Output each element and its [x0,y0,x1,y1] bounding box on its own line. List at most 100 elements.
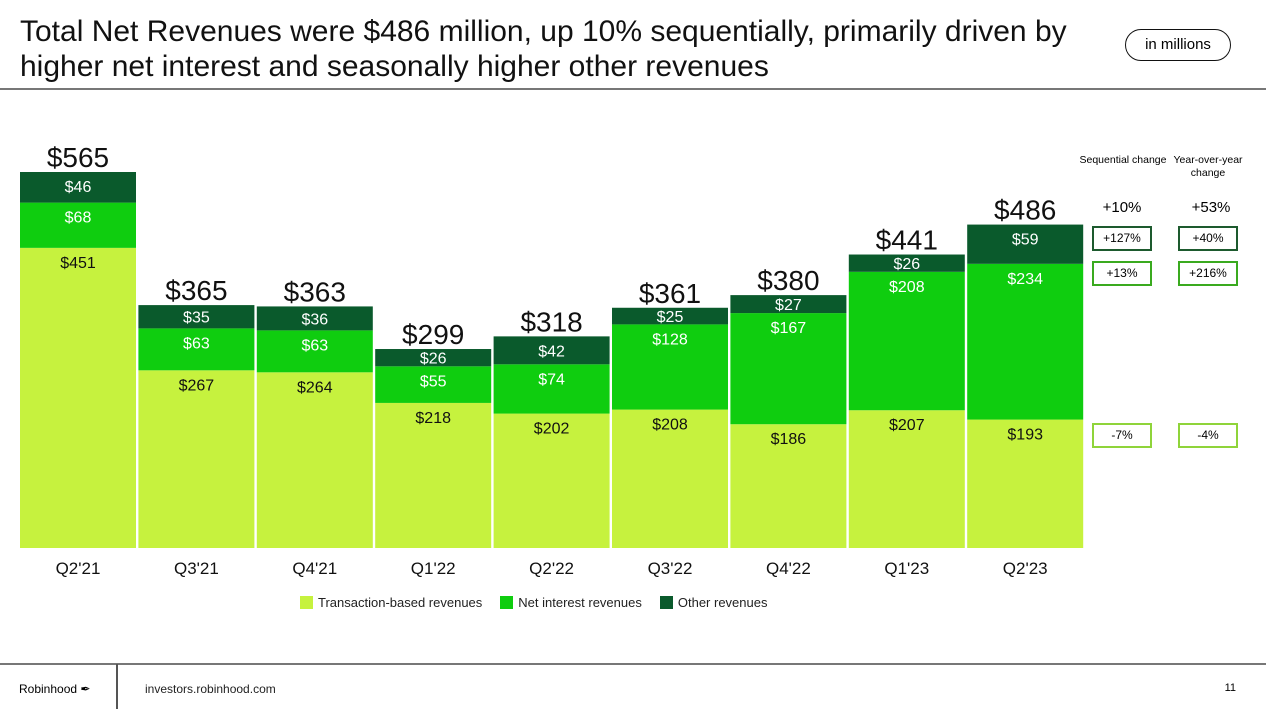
data-label: $207 [889,417,925,434]
bar-segment [848,410,965,548]
total-label: $318 [520,306,582,337]
sequential-change-box: -7% [1092,423,1152,448]
bar-segment [20,247,136,549]
total-label: $565 [47,142,109,173]
total-label: $380 [757,265,819,296]
bar-segment [493,413,610,548]
brand-name: Robinhood [19,682,78,696]
bar-segment [256,306,373,331]
bar-segment [375,349,492,367]
data-label: $26 [420,351,447,368]
bar-segment [493,336,610,365]
footer-separator [116,664,118,709]
data-label: $193 [1007,427,1043,444]
bar-segment [848,271,965,411]
x-tick-label: Q3'22 [648,559,693,578]
data-label: $68 [65,210,92,227]
data-label: $74 [538,371,565,388]
yoy-change-box: -4% [1178,423,1238,448]
x-tick-label: Q1'22 [411,559,456,578]
x-tick-label: Q3'21 [174,559,219,578]
x-tick-label: Q2'23 [1003,559,1048,578]
data-label: $26 [893,256,920,273]
yoy-change-box: +40% [1178,226,1238,251]
data-label: $267 [179,377,215,394]
bar-segment [256,372,373,548]
bar-segment [138,370,255,548]
header-divider [0,88,1266,90]
total-label: $441 [876,225,938,256]
data-label: $42 [538,343,565,360]
total-label: $365 [165,275,227,306]
data-label: $27 [775,297,802,314]
bar-segment [138,328,255,371]
bar-segment [612,324,728,410]
total-label: $299 [402,319,464,350]
data-label: $55 [420,373,447,390]
data-label: $264 [297,379,333,396]
total-label: $361 [639,278,701,309]
feather-icon: ✒ [80,682,91,696]
legend-item-net-interest: Net interest revenues [500,595,642,610]
bar-segment [967,263,1084,420]
sequential-change-header: Sequential change [1079,154,1167,166]
legend-label: Net interest revenues [518,595,642,610]
data-label: $63 [183,335,210,352]
footer-url: investors.robinhood.com [145,682,276,696]
bar-segment [612,409,728,548]
legend-swatch [659,596,673,609]
data-label: $208 [652,417,688,434]
legend-item-transaction: Transaction-based revenues [300,595,482,610]
yoy-change-header: Year-over-year change [1173,154,1243,179]
data-label: $36 [301,311,328,328]
bar-segment [967,224,1084,264]
data-label: $35 [183,310,210,327]
bar-segment [730,424,847,548]
bar-segment [493,364,610,414]
stacked-bar-chart: $451 $68 $46 $565 Q2'21 $267 $63 $35 $365 Q3'21 $2… [20,142,1084,578]
legend-label: Transaction-based revenues [318,595,483,610]
footer-divider [0,663,1266,665]
brand-logo: Robinhood ✒ [19,682,90,696]
x-tick-label: Q4'21 [292,559,337,578]
data-label: $25 [657,309,684,326]
legend-label: Other revenues [677,595,768,610]
total-sequential-change: +10% [1102,199,1142,216]
x-tick-label: Q1'23 [884,559,929,578]
bar-segment [730,295,847,314]
bar-segment [20,202,136,248]
bar-segment [20,172,136,203]
data-label: $46 [65,179,92,196]
legend-swatch [500,596,514,609]
legend-item-other: Other revenues [659,595,768,610]
bar-segment [256,330,373,373]
data-label: $59 [1012,232,1039,249]
bar-segment [375,366,492,403]
chart-legend: Transaction-based revenues Net interest … [300,595,767,610]
bar-segment [375,402,492,548]
data-label: $202 [534,421,570,438]
x-tick-label: Q2'21 [56,559,101,578]
data-label: $128 [652,331,688,348]
page-title: Total Net Revenues were $486 million, up… [20,15,1067,83]
total-yoy-change: +53% [1191,199,1231,216]
data-label: $186 [771,431,807,448]
data-label: $218 [415,410,451,427]
sequential-change-box: +127% [1092,226,1152,251]
data-label: $63 [301,337,328,354]
data-label: $234 [1007,271,1043,288]
sequential-change-box: +13% [1092,261,1152,286]
bar-segment [612,307,728,325]
page-number: 11 [1224,682,1236,694]
x-tick-label: Q2'22 [529,559,574,578]
total-label: $363 [284,276,346,307]
total-label: $486 [994,195,1056,226]
bar-segment [730,313,847,425]
bar-segment [138,305,255,329]
data-label: $451 [60,255,96,272]
bar-segment [967,419,1084,548]
unit-badge: in millions [1125,29,1231,61]
bar-segment [848,254,965,272]
data-label: $167 [771,320,807,337]
data-label: $208 [889,279,925,296]
